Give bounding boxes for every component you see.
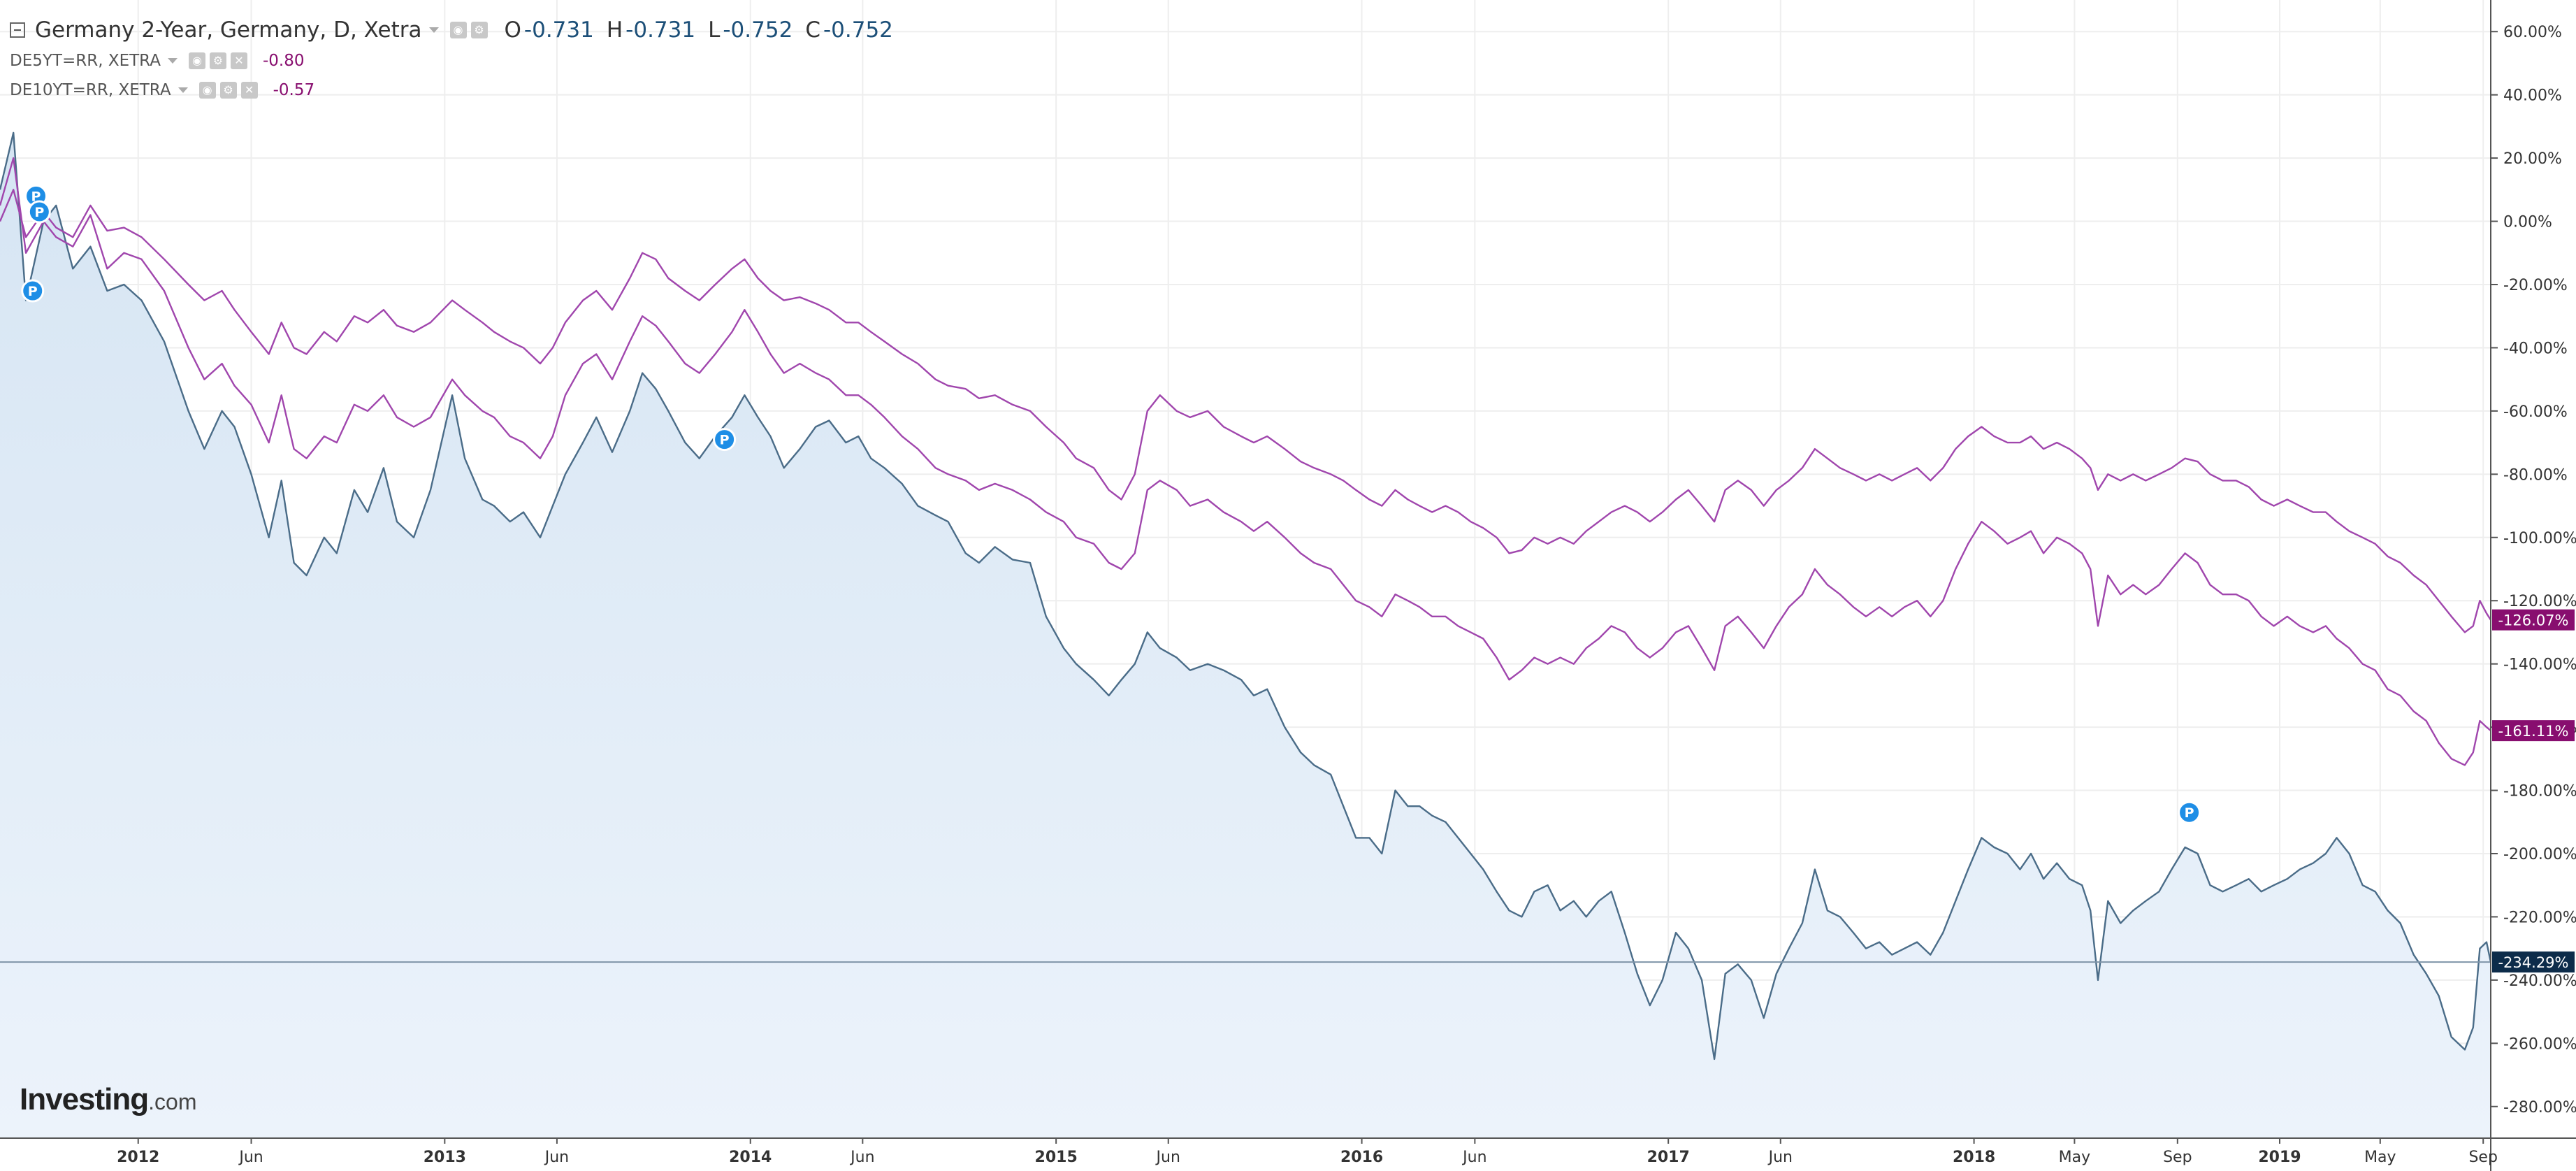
legend-sub-value: -0.80 xyxy=(262,52,305,70)
chevron-down-icon[interactable] xyxy=(167,58,178,64)
chart-legend: Germany 2-Year, Germany, D, Xetra ◉ ⚙ O … xyxy=(10,14,893,105)
settings-icon[interactable]: ⚙ xyxy=(219,82,237,99)
eye-icon[interactable]: ◉ xyxy=(449,22,467,38)
event-marker xyxy=(21,279,45,303)
y-tick-label: -60.00% xyxy=(2503,403,2568,421)
x-tick-label: Jun xyxy=(238,1149,263,1166)
x-tick-label: 2015 xyxy=(1035,1149,1078,1166)
legend-close-key: C xyxy=(805,17,820,43)
event-marker-label: P xyxy=(28,284,38,299)
x-tick-label: 2017 xyxy=(1647,1149,1690,1166)
y-tick-label: -140.00% xyxy=(2503,656,2576,674)
legend-sub-row-de10yt[interactable]: DE10YT=RR, XETRA ◉ ⚙ ✕ -0.57 xyxy=(10,76,893,105)
x-tick-label: Jun xyxy=(849,1149,874,1166)
legend-high-value: -0.731 xyxy=(625,17,696,43)
legend-main-row[interactable]: Germany 2-Year, Germany, D, Xetra ◉ ⚙ O … xyxy=(10,14,893,46)
legend-close-value: -0.752 xyxy=(823,17,893,43)
x-tick-label: May xyxy=(2059,1149,2090,1166)
last-value-label: -161.11% xyxy=(2498,723,2568,740)
series-area xyxy=(0,132,2491,1138)
last-value-label: -126.07% xyxy=(2498,612,2568,629)
y-tick-label: 60.00% xyxy=(2503,24,2562,41)
x-tick-label: May xyxy=(2364,1149,2396,1166)
x-tick-label: 2013 xyxy=(424,1149,466,1166)
eye-icon[interactable]: ◉ xyxy=(198,82,216,99)
y-tick-label: -220.00% xyxy=(2503,909,2576,926)
close-icon[interactable]: ✕ xyxy=(230,52,247,69)
legend-sub-name: DE5YT=RR, XETRA xyxy=(10,52,161,70)
legend-open-key: O xyxy=(504,17,521,43)
y-tick-label: -120.00% xyxy=(2503,593,2576,610)
x-tick-label: Sep xyxy=(2468,1149,2497,1166)
series-line-germany-2-year xyxy=(0,131,2491,1061)
legend-open-value: -0.731 xyxy=(523,17,594,43)
y-tick-label: -240.00% xyxy=(2503,972,2576,990)
y-tick-label: -100.00% xyxy=(2503,530,2576,547)
logo-brand: Investing xyxy=(20,1082,149,1116)
x-tick-label: 2016 xyxy=(1340,1149,1383,1166)
event-marker-label: P xyxy=(34,205,44,220)
y-tick-label: -180.00% xyxy=(2503,783,2576,800)
main-series-area xyxy=(0,132,2491,1138)
event-marker xyxy=(2178,800,2201,824)
x-tick-label: Jun xyxy=(544,1149,569,1166)
series-line-de10yt-rr-xetra xyxy=(0,189,2491,633)
chevron-down-icon[interactable] xyxy=(178,87,188,93)
legend-high-key: H xyxy=(606,17,623,43)
event-marker xyxy=(27,200,51,224)
series-line-de5yt-rr-xetra xyxy=(0,157,2491,766)
y-tick-label: -40.00% xyxy=(2503,340,2568,357)
x-axis-ticks: 2012 Jun 2013 Jun 2014 Jun 2015 Jun 2016 Jun 2017 J… xyxy=(117,1138,2498,1166)
last-value-badge xyxy=(2492,609,2575,631)
legend-low-key: L xyxy=(708,17,721,43)
y-tick-label: 0.00% xyxy=(2503,214,2552,231)
event-marker-label: P xyxy=(2185,805,2194,821)
last-value-badge xyxy=(2492,720,2575,742)
y-tick-label: -20.00% xyxy=(2503,277,2568,294)
x-tick-label: Jun xyxy=(1155,1149,1180,1166)
x-tick-label: 2018 xyxy=(1953,1149,1995,1166)
y-tick-label: -200.00% xyxy=(2503,846,2576,863)
legend-sub-name: DE10YT=RR, XETRA xyxy=(10,81,171,99)
y-tick-label: -80.00% xyxy=(2503,466,2568,484)
y-tick-label: 20.00% xyxy=(2503,150,2562,168)
x-tick-label: Sep xyxy=(2163,1149,2192,1166)
settings-icon[interactable]: ⚙ xyxy=(209,52,226,69)
x-tick-label: 2019 xyxy=(2258,1149,2301,1166)
last-value-label: -234.29% xyxy=(2498,954,2568,971)
event-marker xyxy=(713,428,737,452)
legend-low-value: -0.752 xyxy=(723,17,793,43)
collapse-icon[interactable] xyxy=(10,22,25,38)
investing-logo: Investing.com xyxy=(20,1082,197,1117)
logo-suffix: .com xyxy=(148,1089,197,1114)
event-marker-label: P xyxy=(720,433,730,448)
last-value-badge xyxy=(2492,951,2575,973)
legend-sub-row-de5yt[interactable]: DE5YT=RR, XETRA ◉ ⚙ ✕ -0.80 xyxy=(10,46,893,76)
x-tick-label: 2012 xyxy=(117,1149,159,1166)
y-tick-label: 40.00% xyxy=(2503,87,2562,105)
y-tick-label: -280.00% xyxy=(2503,1099,2576,1116)
y-axis-ticks: 60.00% 40.00% 20.00% 0.00% -20.00% -40.00% -60… xyxy=(2491,24,2576,1116)
legend-main-title: Germany 2-Year, Germany, D, Xetra xyxy=(35,17,422,43)
last-value-badges: -234.29% -161.11% -126.07% xyxy=(2492,609,2575,973)
close-icon[interactable]: ✕ xyxy=(240,82,258,99)
x-tick-label: 2014 xyxy=(729,1149,772,1166)
y-tick-label: -260.00% xyxy=(2503,1035,2576,1053)
legend-sub-value: -0.57 xyxy=(273,81,315,99)
x-tick-label: Jun xyxy=(1767,1149,1793,1166)
eye-icon[interactable]: ◉ xyxy=(188,52,205,69)
settings-icon[interactable]: ⚙ xyxy=(470,22,488,38)
chevron-down-icon[interactable] xyxy=(428,27,439,33)
x-tick-label: Jun xyxy=(1461,1149,1486,1166)
